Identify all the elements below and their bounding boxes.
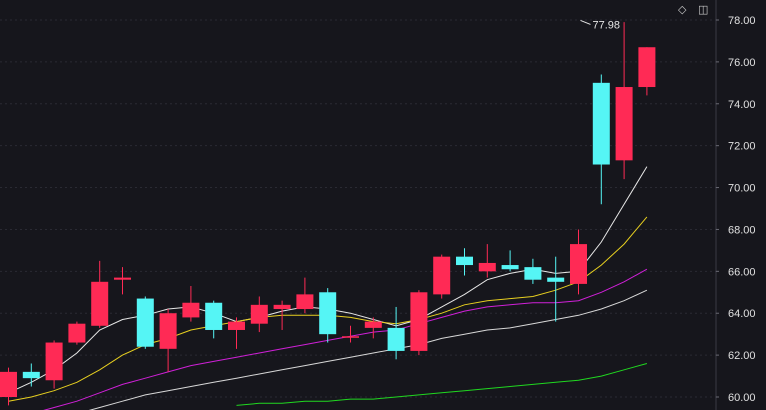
candle-body bbox=[638, 47, 656, 88]
candle bbox=[273, 300, 291, 330]
y-tick-label: 64.00 bbox=[728, 308, 756, 320]
high-marker: 77.98 bbox=[580, 19, 621, 31]
candle bbox=[524, 258, 542, 284]
candle bbox=[91, 260, 109, 328]
y-tick-label: 72.00 bbox=[728, 141, 756, 153]
y-tick-label: 66.00 bbox=[728, 266, 756, 278]
panel-icon[interactable]: ◫ bbox=[698, 4, 709, 16]
candle-body bbox=[114, 277, 131, 280]
candle-body bbox=[228, 321, 245, 330]
candle-body bbox=[592, 82, 610, 165]
candle-body bbox=[501, 265, 519, 270]
candle-body bbox=[250, 304, 268, 324]
candle bbox=[456, 248, 473, 276]
candle bbox=[319, 288, 337, 343]
candle-body bbox=[159, 313, 177, 349]
y-tick-label: 76.00 bbox=[728, 57, 756, 69]
y-tick-label: 78.00 bbox=[728, 15, 756, 27]
candle bbox=[592, 74, 610, 205]
candle-body bbox=[342, 336, 359, 338]
candle bbox=[182, 285, 200, 322]
moving-average-line bbox=[88, 289, 648, 410]
candle-body bbox=[182, 302, 200, 318]
candle bbox=[45, 340, 63, 389]
candle-body bbox=[68, 323, 86, 343]
candle bbox=[159, 309, 177, 372]
candle bbox=[478, 244, 496, 278]
candle bbox=[114, 267, 131, 295]
candle-body bbox=[45, 342, 63, 381]
candle bbox=[570, 229, 587, 295]
candle-body bbox=[615, 87, 633, 161]
y-axis: 60.00 62.00 64.00 66.00 68.00 70.00 72.00 74.00… bbox=[715, 0, 756, 410]
candle bbox=[296, 277, 314, 314]
high-marker-line bbox=[580, 19, 591, 25]
candle bbox=[228, 317, 245, 349]
candle bbox=[387, 306, 405, 360]
candle-body bbox=[456, 256, 473, 266]
candle bbox=[250, 296, 268, 333]
candle-body bbox=[296, 294, 314, 310]
candle-body bbox=[273, 304, 291, 310]
candle bbox=[615, 22, 633, 180]
candle bbox=[0, 367, 17, 406]
candle-body bbox=[205, 302, 223, 330]
candle-body bbox=[319, 292, 337, 335]
candle-body bbox=[387, 327, 405, 351]
candle bbox=[433, 254, 451, 299]
candle bbox=[205, 300, 223, 339]
chart-toolbar: ◇ ◫ bbox=[678, 3, 714, 19]
candle-body bbox=[570, 244, 587, 284]
candle bbox=[342, 325, 359, 343]
moving-average-line bbox=[236, 363, 648, 406]
candle-body bbox=[364, 321, 382, 328]
y-tick-label: 74.00 bbox=[728, 99, 756, 111]
grid bbox=[0, 19, 716, 398]
candle bbox=[547, 256, 565, 322]
diamond-icon[interactable]: ◇ bbox=[678, 4, 687, 16]
candle bbox=[136, 296, 154, 349]
candle-body bbox=[22, 371, 40, 379]
candle bbox=[501, 250, 519, 272]
candle-body bbox=[524, 267, 542, 280]
high-marker-label: 77.98 bbox=[593, 19, 621, 31]
y-tick-label: 62.00 bbox=[728, 350, 756, 362]
candle-body bbox=[433, 256, 451, 295]
candle bbox=[22, 363, 40, 387]
candles bbox=[0, 22, 656, 406]
y-tick-label: 60.00 bbox=[728, 392, 756, 404]
y-tick-label: 68.00 bbox=[728, 224, 756, 236]
candle bbox=[364, 317, 382, 339]
candle-body bbox=[410, 292, 428, 351]
candle-body bbox=[0, 371, 17, 397]
candle-body bbox=[547, 277, 565, 282]
candle bbox=[638, 47, 656, 96]
candle-body bbox=[136, 298, 154, 347]
candle-body bbox=[91, 281, 109, 326]
y-tick-label: 70.00 bbox=[728, 183, 756, 195]
candle bbox=[410, 290, 428, 356]
candle bbox=[68, 321, 86, 345]
candle-body bbox=[478, 262, 496, 272]
